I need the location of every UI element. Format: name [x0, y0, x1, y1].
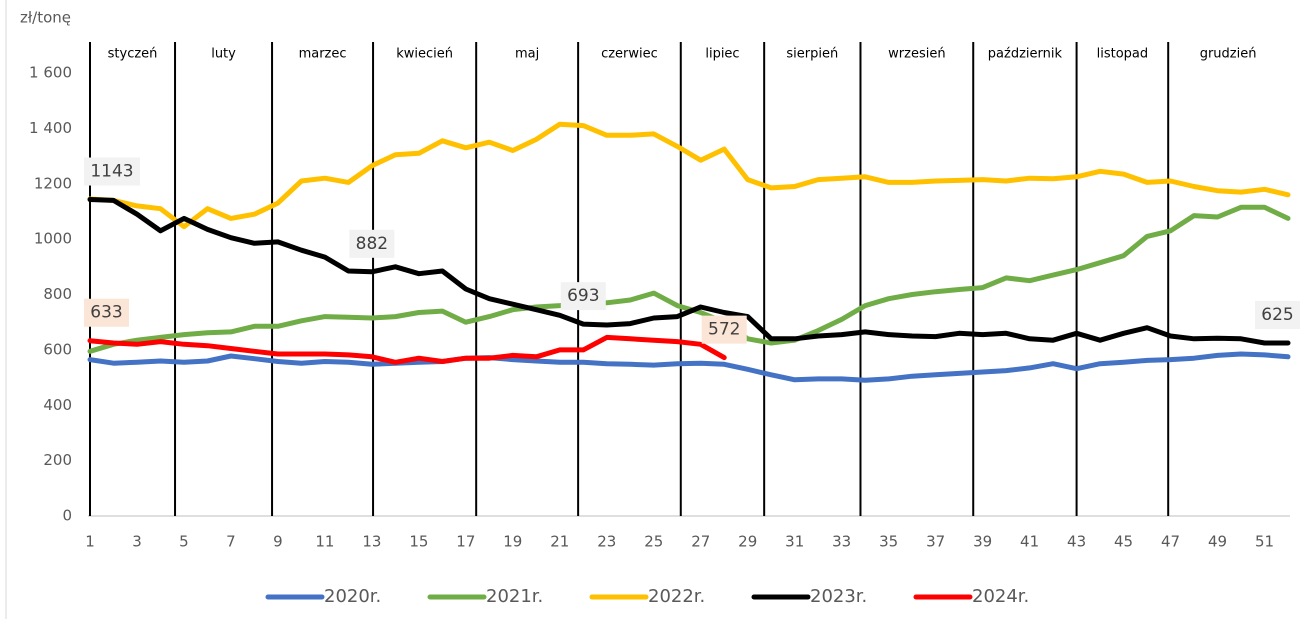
x-tick-label: 25: [644, 533, 663, 551]
annotation-box: [349, 229, 395, 258]
y-tick-label: 1200: [34, 174, 72, 192]
annotation-box: [701, 315, 747, 344]
annotation-label: 882: [356, 234, 388, 254]
series-line: [87, 351, 1291, 383]
month-label: kwiecień: [396, 47, 453, 62]
y-tick-label: 1 400: [29, 119, 72, 137]
x-tick-label: 37: [926, 533, 945, 551]
y-tick-label: 800: [43, 285, 72, 303]
x-tick-label: 9: [273, 533, 283, 551]
month-label: lipiec: [705, 47, 739, 62]
month-label: październik: [988, 47, 1063, 62]
month-label: czerwiec: [601, 47, 658, 62]
annotation-box: [560, 282, 606, 311]
annotation-label: 572: [708, 320, 740, 340]
x-tick-label: 23: [597, 533, 616, 551]
x-tick-label: 45: [1114, 533, 1133, 551]
annotation-label: 1143: [90, 162, 133, 182]
y-tick-label: 600: [43, 340, 72, 358]
series-line: [87, 197, 1291, 346]
x-tick-label: 47: [1161, 533, 1180, 551]
month-label: sierpień: [786, 47, 838, 62]
y-axis-label: zł/tonę: [20, 9, 71, 27]
annotation-box: [84, 298, 129, 327]
month-label: listopad: [1097, 47, 1149, 62]
x-tick-label: 33: [832, 533, 851, 551]
legend-label: 2024r.: [972, 586, 1029, 607]
month-label: luty: [211, 47, 236, 62]
month-label: marzec: [299, 47, 347, 62]
x-tick-label: 5: [179, 533, 189, 551]
x-tick-label: 41: [1020, 533, 1039, 551]
x-tick-label: 13: [362, 533, 381, 551]
annotation-box: [1255, 300, 1300, 329]
y-tick-label: 1 600: [29, 64, 72, 82]
x-tick-label: 17: [456, 533, 475, 551]
x-tick-label: 19: [503, 533, 522, 551]
month-label: styczeń: [108, 47, 158, 62]
annotation-label: 693: [567, 286, 599, 306]
x-tick-label: 51: [1255, 533, 1274, 551]
y-tick-label: 0: [62, 507, 72, 525]
annotation-box: [84, 157, 140, 186]
x-tick-label: 39: [973, 533, 992, 551]
legend-label: 2022r.: [648, 586, 705, 607]
annotation-label: 633: [90, 303, 122, 323]
month-label: maj: [515, 47, 539, 62]
month-label: wrzesień: [888, 47, 945, 62]
x-tick-label: 35: [879, 533, 898, 551]
y-tick-label: 1000: [34, 230, 72, 248]
x-tick-label: 29: [738, 533, 757, 551]
y-tick-label: 200: [43, 451, 72, 469]
x-tick-label: 1: [85, 533, 95, 551]
legend-label: 2020r.: [324, 586, 381, 607]
x-tick-label: 21: [550, 533, 569, 551]
series-line: [87, 334, 727, 365]
series-line: [87, 121, 1291, 230]
legend-label: 2021r.: [486, 586, 543, 607]
month-label: grudzień: [1200, 47, 1257, 62]
x-tick-label: 49: [1208, 533, 1227, 551]
x-tick-label: 31: [785, 533, 804, 551]
x-tick-label: 43: [1067, 533, 1086, 551]
x-tick-label: 7: [226, 533, 236, 551]
x-tick-label: 27: [691, 533, 710, 551]
annotation-label: 625: [1261, 305, 1293, 325]
series-line: [87, 204, 1291, 354]
x-tick-label: 11: [315, 533, 334, 551]
legend-label: 2023r.: [810, 586, 867, 607]
y-tick-label: 400: [43, 396, 72, 414]
x-tick-label: 15: [409, 533, 428, 551]
x-tick-label: 3: [132, 533, 142, 551]
